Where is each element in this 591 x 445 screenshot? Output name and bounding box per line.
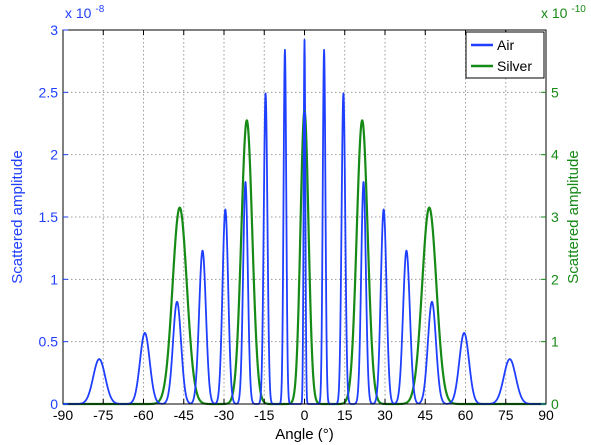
point-silver (361, 119, 363, 122)
y-right-tick-label: 2 (551, 271, 559, 287)
legend-label-air: Air (497, 37, 514, 53)
point-air (244, 181, 247, 183)
y-right-tick-label: 4 (551, 147, 559, 163)
y-right-tick-label: 5 (551, 84, 559, 100)
y-right-tick-label: 3 (551, 209, 559, 225)
point-air (176, 300, 178, 303)
point-air (342, 92, 345, 95)
ticks: -90 -75 -60 -45 -30 -15 0 15 30 45 60 75 9000.511.52… (39, 22, 559, 423)
point-air (224, 208, 227, 211)
x-axis-label: Angle (°) (275, 426, 334, 443)
y-right-exponent: x 10 -10 (541, 4, 586, 21)
y-right-tick-label: 1 (551, 334, 559, 350)
point-silver (303, 110, 306, 112)
point-silver (246, 119, 248, 122)
y-left-tick-label: 2.5 (39, 84, 59, 100)
legend-label-silver: Silver (497, 58, 532, 74)
y-left-exponent-base: x 10 (65, 5, 92, 21)
x-tick-label: 30 (377, 407, 393, 423)
x-tick-label: 90 (538, 407, 554, 423)
x-tick-label: -30 (214, 407, 234, 423)
y-left-axis-label: Scattered amplitude (9, 150, 26, 283)
point-air (431, 300, 433, 303)
point-air (382, 208, 385, 211)
y-left-tick-label: 0.5 (39, 334, 59, 350)
x-tick-label: -15 (254, 407, 274, 423)
x-tick-label: 0 (301, 407, 309, 423)
x-tick-label: -75 (93, 407, 113, 423)
point-air (463, 332, 465, 334)
point-silver (178, 206, 181, 209)
point-air (362, 181, 365, 183)
y-right-tick-label: 0 (551, 396, 559, 412)
y-left-exponent-power: -8 (95, 4, 104, 15)
x-tick-label: 75 (498, 407, 514, 423)
x-tick-label: -45 (174, 407, 194, 423)
x-tick-label: 60 (458, 407, 474, 423)
y-left-tick-label: 3 (50, 22, 58, 38)
y-left-exponent: x 10 -8 (65, 4, 105, 21)
x-tick-label: 45 (417, 407, 433, 423)
y-right-exponent-power: -10 (571, 4, 586, 15)
legend-box (465, 31, 545, 79)
point-air (264, 92, 267, 95)
point-air (323, 49, 325, 51)
point-air (508, 358, 511, 360)
point-air (201, 249, 204, 252)
point-air (144, 332, 146, 334)
y-left-tick-label: 0 (50, 396, 58, 412)
legend: Air Silver (465, 31, 545, 79)
x-tick-label: 15 (337, 407, 353, 423)
point-air (98, 358, 101, 360)
y-left-tick-label: 2 (50, 147, 58, 163)
point-air (405, 249, 408, 252)
x-tick-label: -60 (133, 407, 153, 423)
point-air (303, 39, 306, 41)
y-right-axis-label: Scattered amplitude (565, 150, 582, 283)
y-right-exponent-base: x 10 (541, 5, 568, 21)
y-left-tick-label: 1.5 (39, 209, 59, 225)
y-left-tick-label: 1 (50, 271, 58, 287)
x-tick-label: -90 (53, 407, 73, 423)
point-silver (428, 206, 431, 209)
point-air (284, 49, 286, 51)
